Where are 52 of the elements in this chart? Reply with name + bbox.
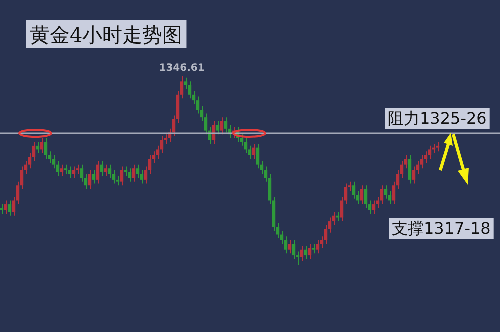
candlestick bbox=[60, 164, 64, 177]
candlestick bbox=[136, 164, 140, 179]
candlestick bbox=[324, 224, 328, 245]
candlestick bbox=[216, 120, 220, 136]
candlestick bbox=[220, 117, 224, 136]
candlestick bbox=[244, 138, 248, 154]
candlestick bbox=[96, 160, 100, 184]
candlestick bbox=[128, 168, 132, 182]
candlestick bbox=[428, 145, 432, 160]
candlestick bbox=[316, 240, 320, 254]
candlestick bbox=[4, 200, 8, 214]
candlestick bbox=[104, 164, 108, 177]
candlestick bbox=[188, 81, 192, 100]
candlestick bbox=[352, 181, 356, 200]
candlestick bbox=[8, 200, 12, 216]
annotation: 阻力1325-26 bbox=[388, 109, 487, 128]
candlestick bbox=[412, 166, 416, 184]
candlestick bbox=[288, 240, 292, 254]
candlestick bbox=[108, 164, 112, 179]
candlestick bbox=[124, 166, 128, 177]
candlestick bbox=[256, 144, 260, 170]
candlestick bbox=[372, 200, 376, 214]
candlestick bbox=[92, 170, 96, 184]
candlestick bbox=[40, 138, 44, 154]
candlestick bbox=[252, 144, 256, 160]
candlestick bbox=[68, 166, 72, 179]
candlestick bbox=[364, 185, 368, 209]
annotation: 1346.61 bbox=[159, 63, 205, 74]
candlestick bbox=[224, 117, 228, 134]
annotation: 支撑1317-18 bbox=[392, 219, 491, 238]
candlestick bbox=[80, 164, 84, 182]
candlestick bbox=[408, 154, 412, 184]
candlestick bbox=[436, 142, 440, 152]
candlestick bbox=[300, 246, 304, 262]
chart-title: 黄金4小时走势图 bbox=[30, 23, 183, 47]
candlestick bbox=[312, 244, 316, 254]
candlestick bbox=[308, 244, 312, 260]
candlestick bbox=[88, 170, 92, 190]
candlestick bbox=[292, 240, 296, 260]
candlestick bbox=[100, 160, 104, 177]
candlestick bbox=[380, 185, 384, 206]
candlestick bbox=[120, 166, 124, 186]
candlestick bbox=[336, 212, 340, 222]
candlestick bbox=[52, 154, 56, 170]
candlestick bbox=[360, 185, 364, 206]
candlestick bbox=[44, 138, 48, 160]
candlestick bbox=[76, 164, 80, 175]
candlestick bbox=[132, 164, 136, 182]
candlestick bbox=[72, 166, 76, 179]
candlestick bbox=[304, 246, 308, 260]
candlestick bbox=[64, 164, 68, 175]
candlestick bbox=[384, 185, 388, 200]
